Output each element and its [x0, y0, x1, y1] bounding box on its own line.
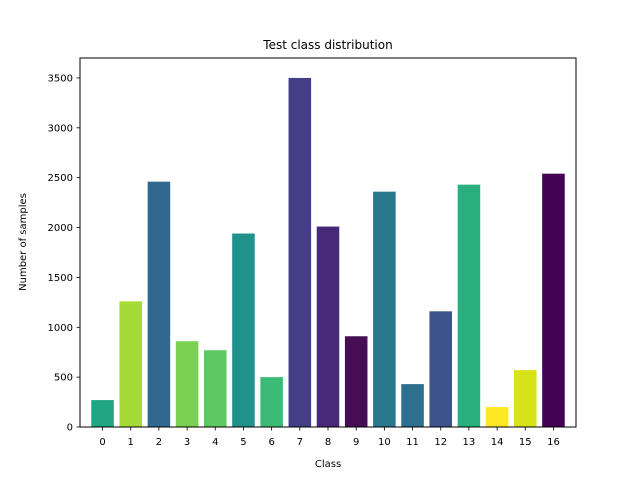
bar-class-13 [457, 184, 481, 427]
y-tick-label: 500 [54, 373, 73, 384]
y-tick-label: 3500 [48, 73, 73, 84]
x-tick-label: 0 [99, 437, 105, 448]
bar-class-1 [119, 301, 142, 427]
y-tick-label: 3000 [48, 123, 73, 134]
y-tick-label: 2000 [48, 223, 73, 234]
plot-frame [79, 57, 577, 428]
y-tick-label: 1500 [48, 273, 73, 284]
bar-class-3 [175, 341, 199, 427]
y-axis-ticks: 0 500 1000 1500 2000 2500 3000 3500 [48, 73, 80, 434]
x-tick-label: 14 [491, 437, 504, 448]
x-tick-label: 7 [297, 437, 303, 448]
x-tick-label: 1 [128, 437, 134, 448]
bar-class-9 [344, 336, 368, 427]
bar-class-7 [288, 77, 312, 427]
x-tick-label: 13 [463, 437, 476, 448]
bar-class-2 [147, 181, 171, 427]
x-tick-label: 10 [378, 437, 391, 448]
x-tick-label: 16 [547, 437, 560, 448]
y-tick-label: 1000 [48, 323, 73, 334]
bar-class-16 [542, 173, 565, 427]
bar-class-10 [373, 191, 396, 427]
bar-class-0 [91, 400, 114, 427]
y-tick-label: 0 [67, 423, 73, 434]
x-tick-label: 8 [325, 437, 331, 448]
bars-group [91, 77, 565, 427]
y-tick-label: 2500 [48, 173, 73, 184]
x-tick-label: 2 [156, 437, 162, 448]
x-tick-label: 12 [434, 437, 447, 448]
x-axis-label: Class [315, 459, 341, 470]
x-tick-label: 3 [184, 437, 190, 448]
bar-class-8 [316, 226, 340, 427]
chart-title: Test class distribution [262, 38, 392, 52]
y-axis-label: Number of samples [18, 193, 29, 291]
bar-class-14 [485, 407, 509, 427]
bar-class-15 [514, 370, 537, 427]
x-tick-label: 9 [353, 437, 359, 448]
bar-class-12 [429, 311, 452, 427]
bar-class-4 [204, 350, 227, 427]
bar-class-11 [401, 384, 424, 427]
x-axis-ticks: 0 1 2 3 4 5 6 7 8 9 10 11 12 13 14 15 16 [99, 427, 560, 448]
x-tick-label: 5 [240, 437, 246, 448]
x-tick-label: 15 [519, 437, 532, 448]
x-tick-label: 4 [212, 437, 218, 448]
x-tick-label: 6 [268, 437, 274, 448]
bar-class-6 [260, 377, 283, 427]
bar-class-5 [232, 233, 255, 427]
x-tick-label: 11 [406, 437, 419, 448]
